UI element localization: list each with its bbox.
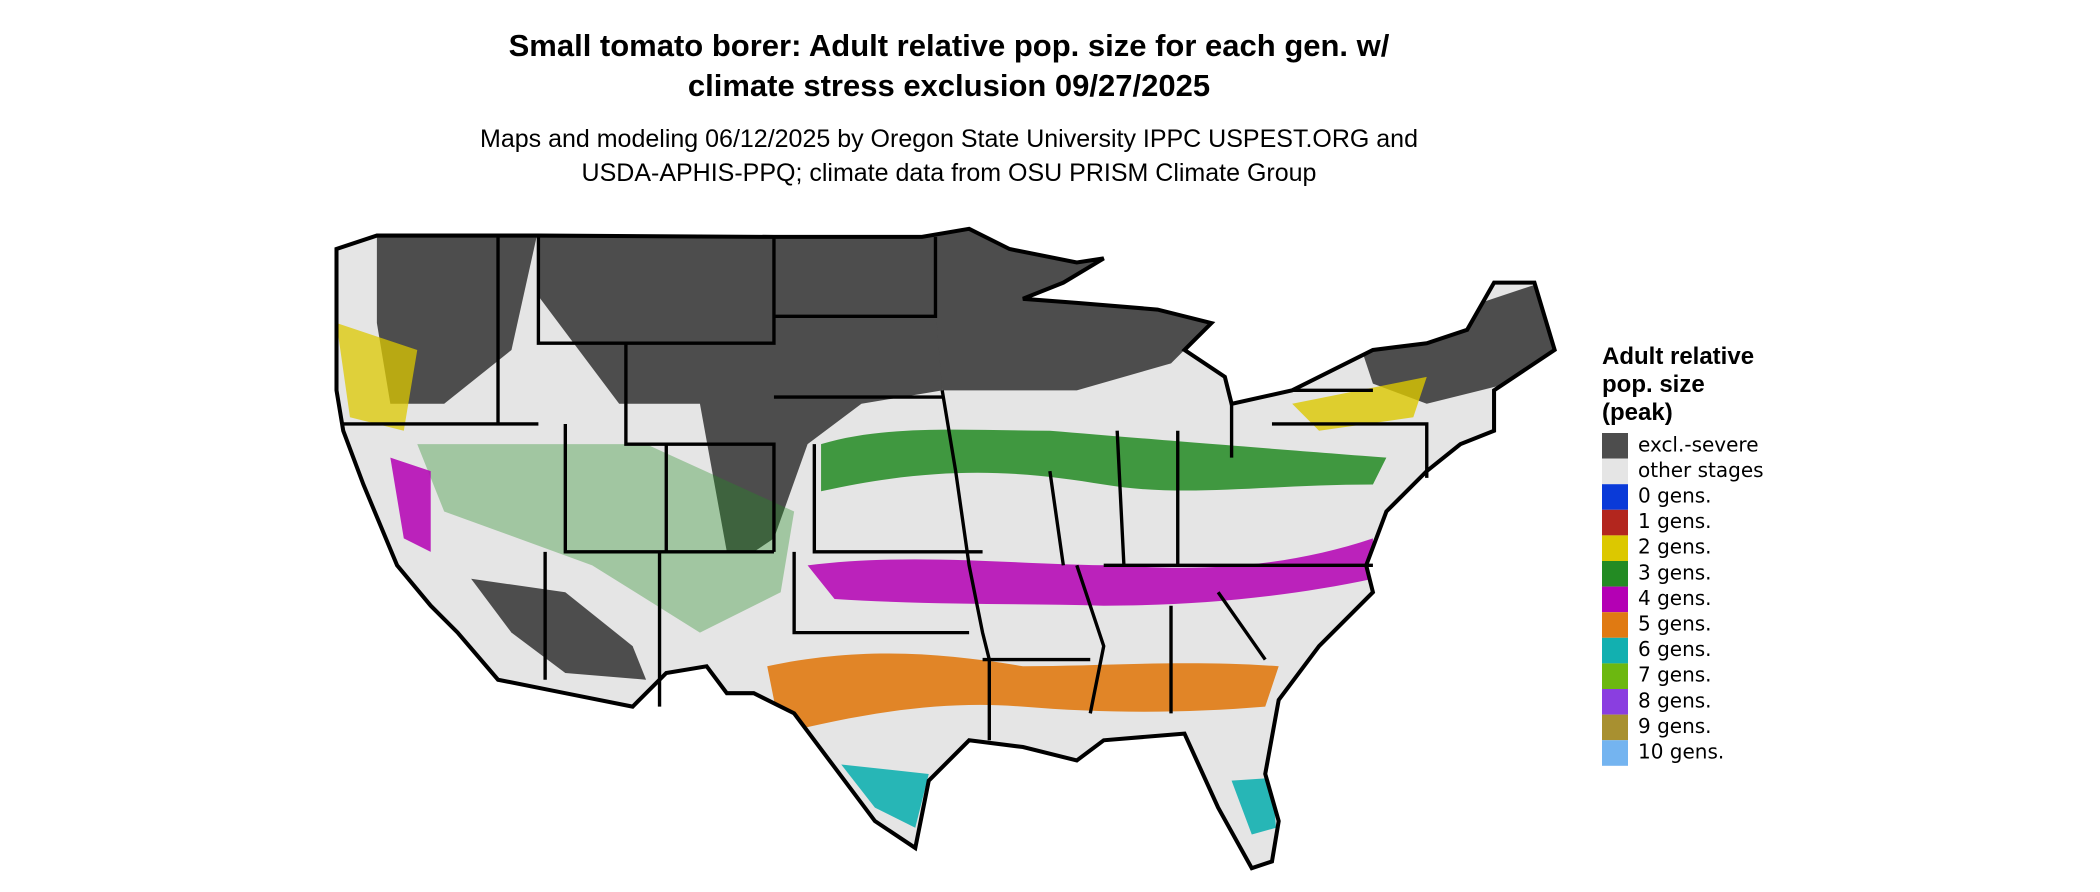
legend-label: 7 gens. — [1638, 663, 1712, 687]
legend-title-line: Adult relative — [1602, 343, 1754, 370]
subtitle-line: Maps and modeling 06/12/2025 by Oregon S… — [480, 125, 1418, 153]
legend-swatch — [1602, 484, 1628, 510]
state-border — [343, 235, 1429, 741]
legend-swatch — [1602, 740, 1628, 766]
legend-label: 2 gens. — [1638, 535, 1712, 559]
legend-swatch — [1602, 586, 1628, 613]
gen-region — [390, 457, 431, 552]
gen-region — [417, 444, 795, 633]
excluded-region — [538, 228, 943, 552]
legend-swatch — [1602, 458, 1628, 485]
legend-swatch — [1602, 714, 1628, 741]
gen-region — [821, 429, 1387, 492]
legend-title-line: pop. size — [1602, 371, 1705, 398]
legend-swatch — [1602, 612, 1628, 638]
country-outline — [334, 226, 1557, 871]
legend-swatch — [1602, 561, 1628, 587]
gen-region — [1231, 777, 1277, 835]
legend-label: other stages — [1638, 458, 1764, 482]
state-borders — [334, 226, 1557, 871]
legend-label: excl.-severe — [1638, 432, 1759, 456]
legend-swatch — [1602, 433, 1628, 459]
legend-label: 9 gens. — [1638, 714, 1712, 738]
excluded-region — [1359, 275, 1555, 404]
legend-title-line: (peak) — [1602, 399, 1673, 426]
us-map — [334, 226, 1557, 871]
subtitle-line: USDA-APHIS-PPQ; climate data from OSU PR… — [582, 159, 1317, 187]
legend-label: 10 gens. — [1638, 740, 1724, 764]
legend-label: 4 gens. — [1638, 586, 1712, 610]
legend-label: 3 gens. — [1638, 560, 1712, 584]
legend-swatch — [1602, 663, 1628, 689]
gen-region — [336, 323, 418, 431]
title-line: climate stress exclusion 09/27/2025 — [688, 68, 1210, 103]
gen-region — [1292, 376, 1427, 431]
legend-label: 8 gens. — [1638, 688, 1712, 712]
legend-label: 0 gens. — [1638, 484, 1712, 508]
excluded-region — [928, 228, 1212, 391]
legend-swatch — [1602, 535, 1628, 561]
excluded-region — [471, 578, 647, 680]
legend-swatch — [1602, 637, 1628, 664]
legend-swatch — [1602, 509, 1628, 536]
titles: Small tomato borer: Adult relative pop. … — [480, 28, 1418, 187]
gen-region — [767, 653, 1279, 734]
legend-label: 6 gens. — [1638, 637, 1712, 661]
gen-region — [807, 538, 1373, 606]
legend-label: 1 gens. — [1638, 509, 1712, 533]
legend-label: 5 gens. — [1638, 612, 1712, 636]
title-line: Small tomato borer: Adult relative pop. … — [509, 28, 1390, 63]
gen-region — [841, 764, 929, 828]
legend-swatch — [1602, 689, 1628, 715]
